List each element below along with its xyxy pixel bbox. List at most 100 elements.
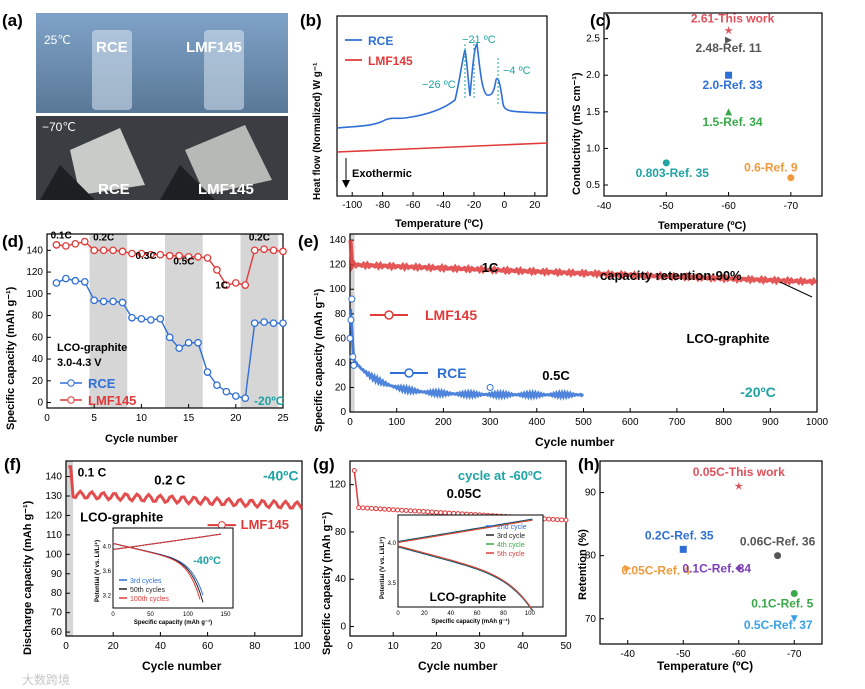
xtick-label-e: 300 xyxy=(482,417,499,428)
point-g xyxy=(416,508,422,514)
xtick-label-c: -70 xyxy=(784,201,799,212)
ytick-label-f: 110 xyxy=(46,530,62,541)
rate-lmf-e: 1C xyxy=(482,260,499,275)
inset-legend-g: 5th cycle xyxy=(497,551,525,558)
rate-label-d: 0.3C xyxy=(136,251,157,262)
xtick-label-c: -40 xyxy=(597,201,612,212)
point-d xyxy=(222,281,231,289)
point-g xyxy=(438,510,444,516)
ytick-label-f: 70 xyxy=(51,608,63,619)
legend-lmf-f: LMF145 xyxy=(241,517,289,532)
point-label-c: 2.0-Ref. 33 xyxy=(703,78,763,92)
point-d xyxy=(194,252,202,261)
point-d xyxy=(231,279,240,287)
ytick-label-f: 60 xyxy=(51,627,63,638)
point-g xyxy=(563,517,569,523)
xtick-label-d: 10 xyxy=(136,413,148,424)
vial-lmf145-frozen xyxy=(185,125,272,195)
inset-ytick-g: 3.5 xyxy=(388,581,397,587)
point-d xyxy=(250,319,259,328)
inset-charge-f xyxy=(112,533,222,551)
xtick-label-f: 0 xyxy=(63,641,69,652)
xtick-label-e: 500 xyxy=(575,417,592,428)
ylabel-d: Specific capacity (mAh g⁻¹) xyxy=(5,286,17,430)
xtick-label-g: 0 xyxy=(347,641,353,652)
xtick-label-d: 20 xyxy=(230,413,242,424)
point-d xyxy=(175,344,184,353)
inset-xlabel-f: Specific capacity (mAh g⁻¹) xyxy=(134,619,212,626)
series-lmf145-f xyxy=(68,465,304,510)
point-g xyxy=(382,506,388,512)
inset-ytick-f: 4.0 xyxy=(103,544,112,550)
point-d xyxy=(269,246,278,255)
ytick-label-f: 130 xyxy=(45,491,62,502)
point-d xyxy=(109,246,117,255)
point-d xyxy=(128,249,136,258)
xtick-label-e: 200 xyxy=(435,417,452,428)
point-d xyxy=(269,319,278,328)
vial-lmf145 xyxy=(204,30,244,110)
xtick-label-d: 15 xyxy=(183,413,195,424)
xtick-label-g: 50 xyxy=(560,641,572,652)
point-d xyxy=(194,338,202,347)
point-d xyxy=(165,333,174,342)
panel-a: (a) 25℃ RCE LMF145 −70℃ RCE LMF145 xyxy=(2,11,288,200)
point-c xyxy=(725,108,733,116)
ytick-label-h: 70 xyxy=(585,614,597,625)
ytick-label-d: 80 xyxy=(32,311,44,322)
watermark: 大数跨境 xyxy=(22,672,70,687)
point-d xyxy=(90,296,99,305)
inset-xtick-f: 50 xyxy=(147,612,154,618)
inset-legend-f: 50th cycles xyxy=(130,587,166,594)
ytick-label-g: 40 xyxy=(335,574,347,585)
temp-25: 25℃ xyxy=(44,33,71,47)
rate-label-d: 0.1C xyxy=(51,230,72,241)
xtick-label-f: 100 xyxy=(294,641,311,652)
temp-f: -40ºC xyxy=(263,467,298,483)
point-label-h: 0.1C-Ref. 34 xyxy=(682,561,751,575)
plot-frame-g xyxy=(349,460,567,637)
xtick-label-g: 20 xyxy=(431,641,443,652)
rate-band xyxy=(89,234,128,408)
point-label-c: 1.5-Ref. 34 xyxy=(703,115,763,129)
legend-marker-rce-e xyxy=(404,368,414,378)
plot-frame-f xyxy=(65,460,303,637)
point-d xyxy=(213,381,221,390)
ann-4: −4 ºC xyxy=(503,65,531,77)
point-h xyxy=(734,481,744,490)
xtick-label-b: -40 xyxy=(436,200,451,211)
inset-xtick-f: 0 xyxy=(111,612,115,618)
ytick-label-e: 140 xyxy=(329,235,346,246)
activation-band-f xyxy=(66,461,74,636)
legend-lmf-e: LMF145 xyxy=(425,307,477,323)
xlabel-d: Cycle number xyxy=(105,433,178,445)
plot-frame-c xyxy=(603,12,823,197)
inset-charge-g xyxy=(397,519,533,544)
point-d xyxy=(203,254,212,262)
ytick-label-c: 2.5 xyxy=(586,34,600,45)
xtick-label-e: 900 xyxy=(762,417,779,428)
inset-xtick-g: 60 xyxy=(474,611,481,617)
retention-arrow-e xyxy=(779,281,813,298)
point-d xyxy=(146,316,155,324)
point-g xyxy=(373,506,379,512)
panel-b: (b) Heat flow (Normalized) W g⁻¹ Tempera… xyxy=(300,11,548,230)
point-label-c: 2.61-This work xyxy=(691,12,775,26)
point-rce-e xyxy=(347,316,355,324)
point-rce-e xyxy=(346,334,354,342)
panel-c-label: (c) xyxy=(590,11,611,30)
point-c xyxy=(724,26,733,35)
point-d xyxy=(137,314,146,323)
xlabel-f: Cycle number xyxy=(142,659,222,673)
point-h xyxy=(774,552,782,560)
plot-frame-h xyxy=(599,460,823,645)
system-g: LCO-graphite xyxy=(430,590,507,604)
ytick-label-h: 90 xyxy=(585,488,597,499)
xtick-label-b: -20 xyxy=(467,200,482,211)
ytick-label-f: 100 xyxy=(45,549,62,560)
xtick-label-b: 0 xyxy=(502,200,508,211)
ann-21: −21 ºC xyxy=(462,34,496,46)
panel-g: (g) Specific capacity (mAh g⁻¹) Cycle nu… xyxy=(313,455,572,673)
xlabel-e: Cycle number xyxy=(535,435,615,449)
ytick-label-d: 0 xyxy=(37,398,43,409)
